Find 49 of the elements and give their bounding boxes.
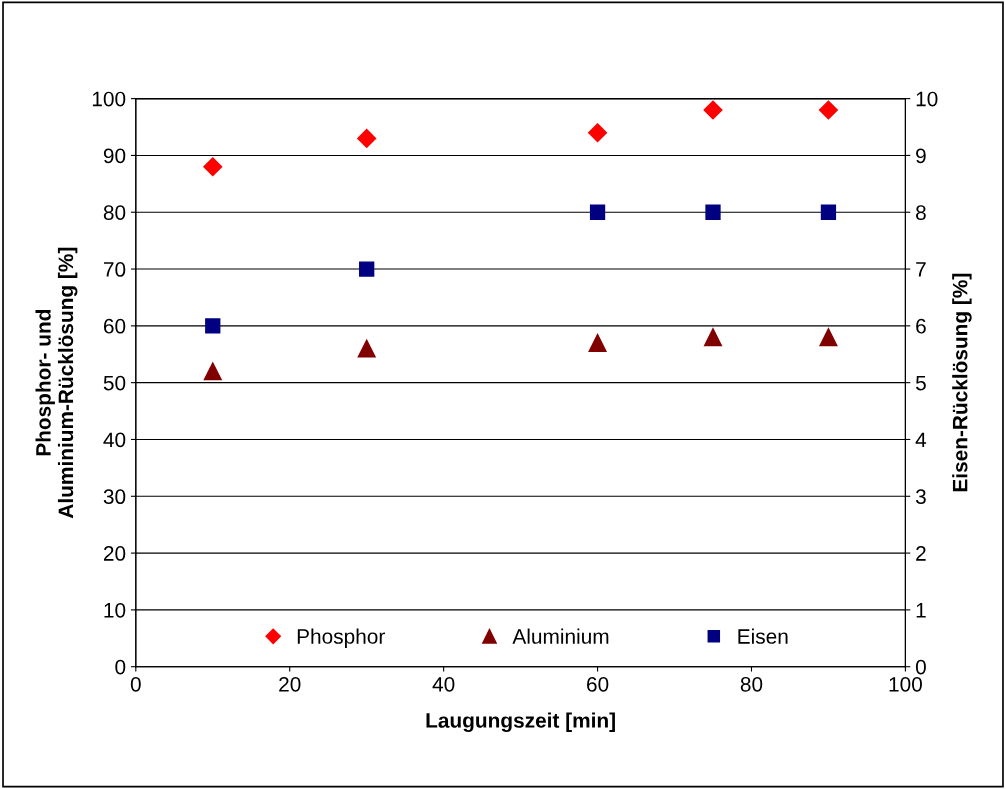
point [705,204,721,220]
y2-tick-label: 7 [916,262,926,277]
y2-axis-title: Eisen-Rücklösung [%] [952,273,972,492]
x-tick-label: 60 [587,676,609,692]
y-tick-label: 50 [103,375,126,391]
point [359,261,375,277]
point [818,100,838,120]
y-tick-label: 10 [104,602,126,618]
point [205,318,221,334]
y2-tick-label: 4 [915,432,927,448]
legend-label: Phosphor [297,628,385,648]
y2-tick-label: 3 [915,489,926,505]
x-tick-label: 100 [889,676,922,692]
legend-label: Eisen [738,628,788,644]
y2-tick-label: 1 [916,603,926,618]
y-tick-label: 60 [103,318,126,334]
x-tick-label: 80 [740,676,763,692]
point [703,100,723,120]
point [588,333,607,352]
y2-tick-label: 8 [916,205,926,220]
y-tick-label: 20 [103,546,126,561]
point [357,128,377,148]
y-tick-label: 70 [103,262,126,277]
y-tick-label: 100 [92,91,126,107]
x-tick-label: 40 [432,676,455,692]
point [819,328,838,347]
y2-tick-label: 9 [916,148,926,164]
point [820,204,837,220]
y-tick-label: 90 [103,148,126,164]
y2-tick-label: 6 [916,318,926,334]
x-tick-label: 0 [130,676,141,692]
point [357,339,376,358]
y-tick-label: 80 [103,205,126,220]
y2-tick-label: 5 [915,375,926,391]
y-axis-title: Phosphor- und Aluminium-Rücklösung [%] [35,247,78,519]
point [589,204,606,220]
y2-tick-label: 0 [915,659,926,675]
y-tick-label: 30 [103,489,126,505]
point [703,328,723,347]
y-tick-label: 40 [103,432,126,448]
legend-label: Aluminium [512,628,609,644]
y2-tick-label: 2 [916,546,926,561]
y2-tick-label: 10 [916,91,938,107]
point [203,362,222,381]
x-tick-label: 20 [279,676,301,692]
point [588,123,608,143]
point [203,157,223,177]
x-axis-title: Laugungszeit [min] [426,712,615,733]
y-tick-label: 0 [115,659,126,675]
